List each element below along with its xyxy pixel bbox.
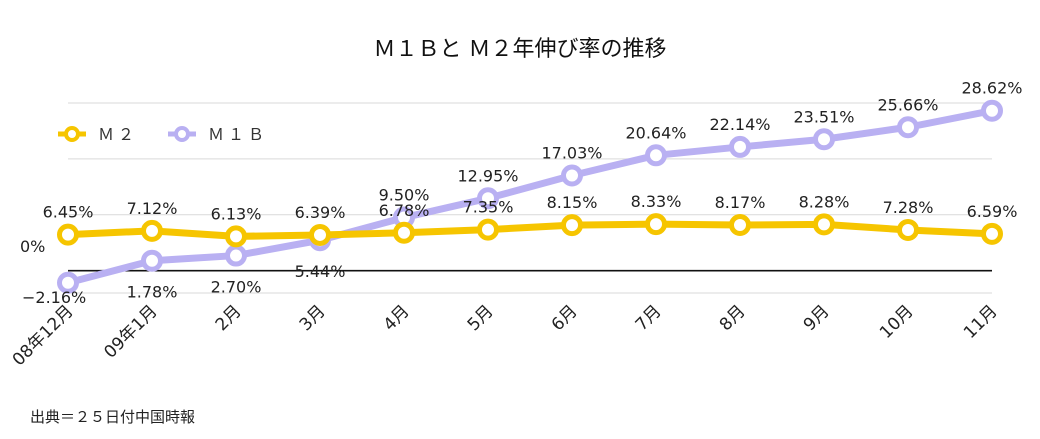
data-label: 6.39% <box>295 203 346 222</box>
data-label: −2.16% <box>22 288 86 307</box>
x-tick-label: 5月 <box>464 301 498 335</box>
series-layer <box>57 99 1003 294</box>
data-labels: 6.45% 7.12% 6.13% 6.39% 6.78% 7.35% 8.15% 8.33%… <box>22 79 1023 307</box>
data-point <box>57 223 79 246</box>
data-point <box>813 213 835 236</box>
legend-label: Ｍ２ <box>98 125 138 144</box>
grid <box>68 102 992 294</box>
data-point <box>225 225 247 248</box>
data-point <box>813 128 835 151</box>
data-label: 9.50% <box>379 186 430 205</box>
data-label: 2.70% <box>211 278 262 297</box>
series-line <box>64 220 996 240</box>
data-label: 8.15% <box>547 193 598 212</box>
legend: Ｍ２ Ｍ１Ｂ <box>58 125 268 144</box>
data-point <box>981 222 1003 245</box>
data-label: 7.28% <box>883 198 934 217</box>
data-label: 28.62% <box>961 79 1022 98</box>
x-tick-label: 3月 <box>296 301 330 335</box>
data-label: 23.51% <box>793 107 854 126</box>
x-tick-label: 8月 <box>716 301 750 335</box>
x-tick-label: 11月 <box>960 301 1001 342</box>
data-point <box>729 213 751 236</box>
data-label: 12.95% <box>457 166 518 185</box>
data-point <box>897 116 919 139</box>
x-tick-label: 4月 <box>380 301 414 335</box>
legend-swatch-marker <box>174 126 190 142</box>
data-point <box>477 187 499 210</box>
x-axis-ticks: 08年12月 09年1月 2月 3月 4月 5月 6月 7月 8月 9月 10月 11月 <box>9 301 1002 370</box>
data-point <box>225 244 247 267</box>
data-label: 17.03% <box>541 143 602 162</box>
data-label: 8.17% <box>715 193 766 212</box>
chart-title: Ｍ１Ｂと Ｍ２年伸び率の推移 <box>374 37 667 62</box>
x-tick-label: 6月 <box>548 301 582 335</box>
data-point <box>141 219 163 242</box>
legend-swatch-marker <box>64 126 80 142</box>
data-label: 8.28% <box>799 192 850 211</box>
data-point <box>561 164 583 187</box>
legend-label: Ｍ１Ｂ <box>208 125 268 144</box>
data-point <box>645 213 667 236</box>
data-point <box>141 249 163 272</box>
x-tick-label: 2月 <box>212 301 246 335</box>
data-label: 6.13% <box>211 204 262 223</box>
source-note: 出典＝２５日付中国時報 <box>30 408 196 426</box>
data-label: 7.12% <box>127 199 178 218</box>
x-tick-label: 9月 <box>800 301 834 335</box>
zero-label: 0% <box>20 237 45 256</box>
x-tick-label: 08年12月 <box>9 301 78 370</box>
data-point <box>729 135 751 158</box>
data-point <box>981 99 1003 122</box>
chart: Ｍ１Ｂと Ｍ２年伸び率の推移 6.45% 7.12% 6.13% 6.39% 6.78%… <box>9 37 1023 370</box>
data-label: 1.78% <box>127 283 178 302</box>
data-label: 22.14% <box>709 115 770 134</box>
data-label: 6.78% <box>379 201 430 220</box>
data-label: 6.45% <box>43 203 94 222</box>
x-tick-label: 09年1月 <box>100 301 161 362</box>
data-point <box>477 218 499 241</box>
series-line <box>64 107 996 287</box>
data-label: 7.35% <box>463 198 514 217</box>
data-label: 20.64% <box>625 123 686 142</box>
data-point <box>645 144 667 167</box>
data-point <box>393 221 415 244</box>
data-point <box>57 271 79 294</box>
data-point <box>309 223 331 246</box>
data-label: 6.59% <box>967 202 1018 221</box>
x-tick-label: 7月 <box>632 301 666 335</box>
x-tick-label: 10月 <box>876 301 917 342</box>
data-point <box>897 218 919 241</box>
data-label: 8.33% <box>631 192 682 211</box>
data-point <box>561 214 583 237</box>
data-label: 5.44% <box>295 262 346 281</box>
data-label: 25.66% <box>877 95 938 114</box>
